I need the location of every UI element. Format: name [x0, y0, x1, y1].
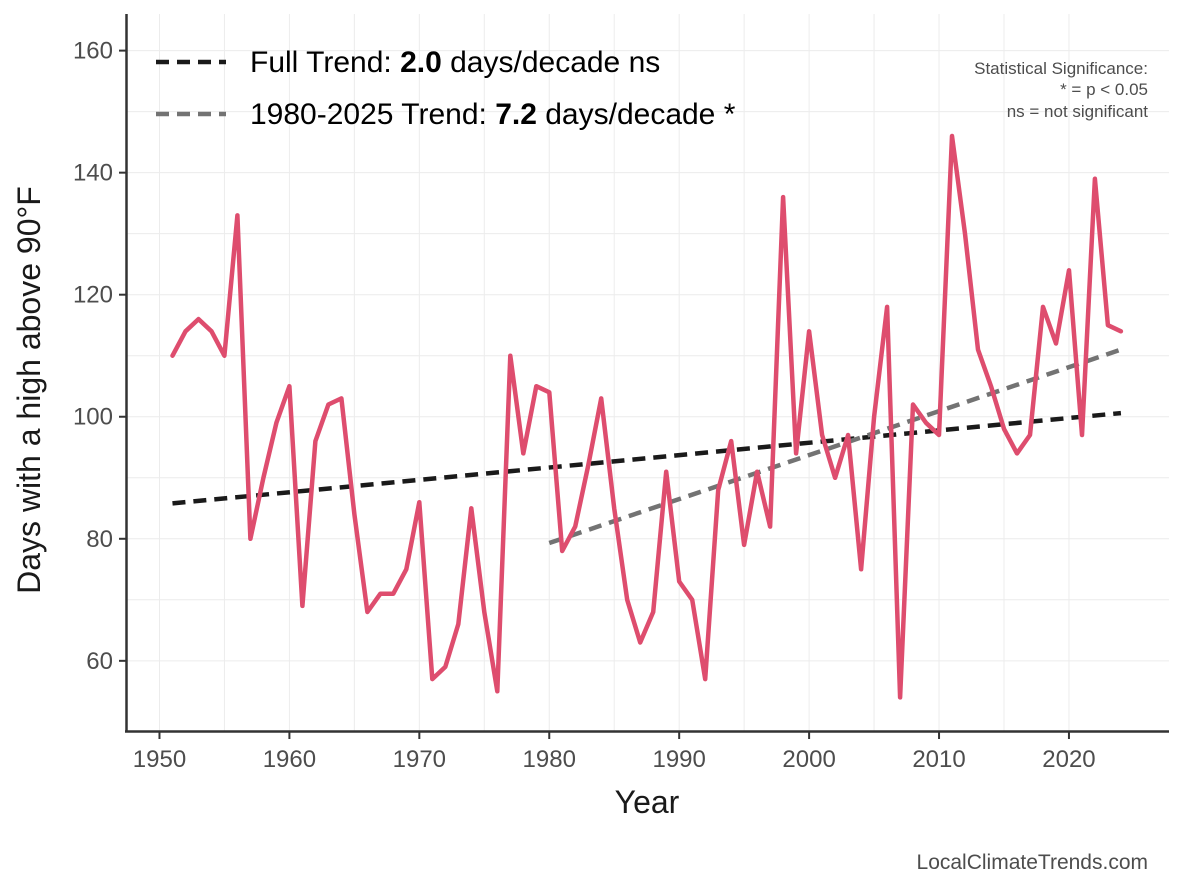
- y-tick-label: 80: [86, 526, 113, 553]
- legend-prefix-1980-trend: 1980-2025 Trend:: [250, 98, 495, 131]
- legend-value-1980-trend: 7.2: [495, 98, 537, 131]
- significance-star: * = p < 0.05: [1060, 80, 1148, 99]
- x-tick-label: 1990: [652, 746, 705, 773]
- full-trend-line: [172, 410, 1122, 506]
- legend-prefix-full-trend: Full Trend:: [250, 46, 400, 79]
- legend-value-full-trend: 2.0: [400, 46, 442, 79]
- significance-title: Statistical Significance:: [974, 59, 1148, 78]
- recent-trend-line: [548, 347, 1122, 546]
- y-tick-label: 140: [73, 160, 113, 187]
- x-tick-label: 2000: [782, 746, 835, 773]
- x-axis-ticks: 1950 1960 1970 1980 1990 2000 2010 2020: [133, 731, 1096, 773]
- legend: Full Trend: 2.0 days/decade ns 1980-2025…: [156, 46, 736, 131]
- significance-note: Statistical Significance: * = p < 0.05 n…: [974, 59, 1148, 121]
- legend-label-1980-trend: 1980-2025 Trend: 7.2 days/decade *: [250, 98, 736, 131]
- legend-label-full-trend: Full Trend: 2.0 days/decade ns: [250, 46, 660, 79]
- axes: [125, 14, 1169, 733]
- x-tick-label: 1950: [133, 746, 186, 773]
- data-series: [170, 133, 1124, 700]
- x-axis-title: Year: [615, 784, 680, 820]
- significance-ns: ns = not significant: [1007, 102, 1149, 121]
- legend-suffix-full-trend: days/decade ns: [442, 46, 660, 79]
- gridlines: [127, 14, 1169, 731]
- y-tick-label: 60: [86, 648, 113, 675]
- y-tick-label: 120: [73, 282, 113, 309]
- y-tick-label: 100: [73, 404, 113, 431]
- y-axis-ticks: 60 80 100 120 140 160: [73, 38, 127, 675]
- x-tick-label: 2020: [1042, 746, 1095, 773]
- y-axis-title: Days with a high above 90°F: [11, 186, 47, 594]
- y-tick-label: 160: [73, 38, 113, 65]
- x-tick-label: 1970: [393, 746, 446, 773]
- series-line: [170, 133, 1124, 700]
- x-tick-label: 2010: [912, 746, 965, 773]
- trend-lines: [172, 347, 1122, 546]
- x-tick-label: 1980: [523, 746, 576, 773]
- legend-suffix-1980-trend: days/decade *: [537, 98, 736, 131]
- x-tick-label: 1960: [263, 746, 316, 773]
- source-credit: LocalClimateTrends.com: [917, 851, 1148, 874]
